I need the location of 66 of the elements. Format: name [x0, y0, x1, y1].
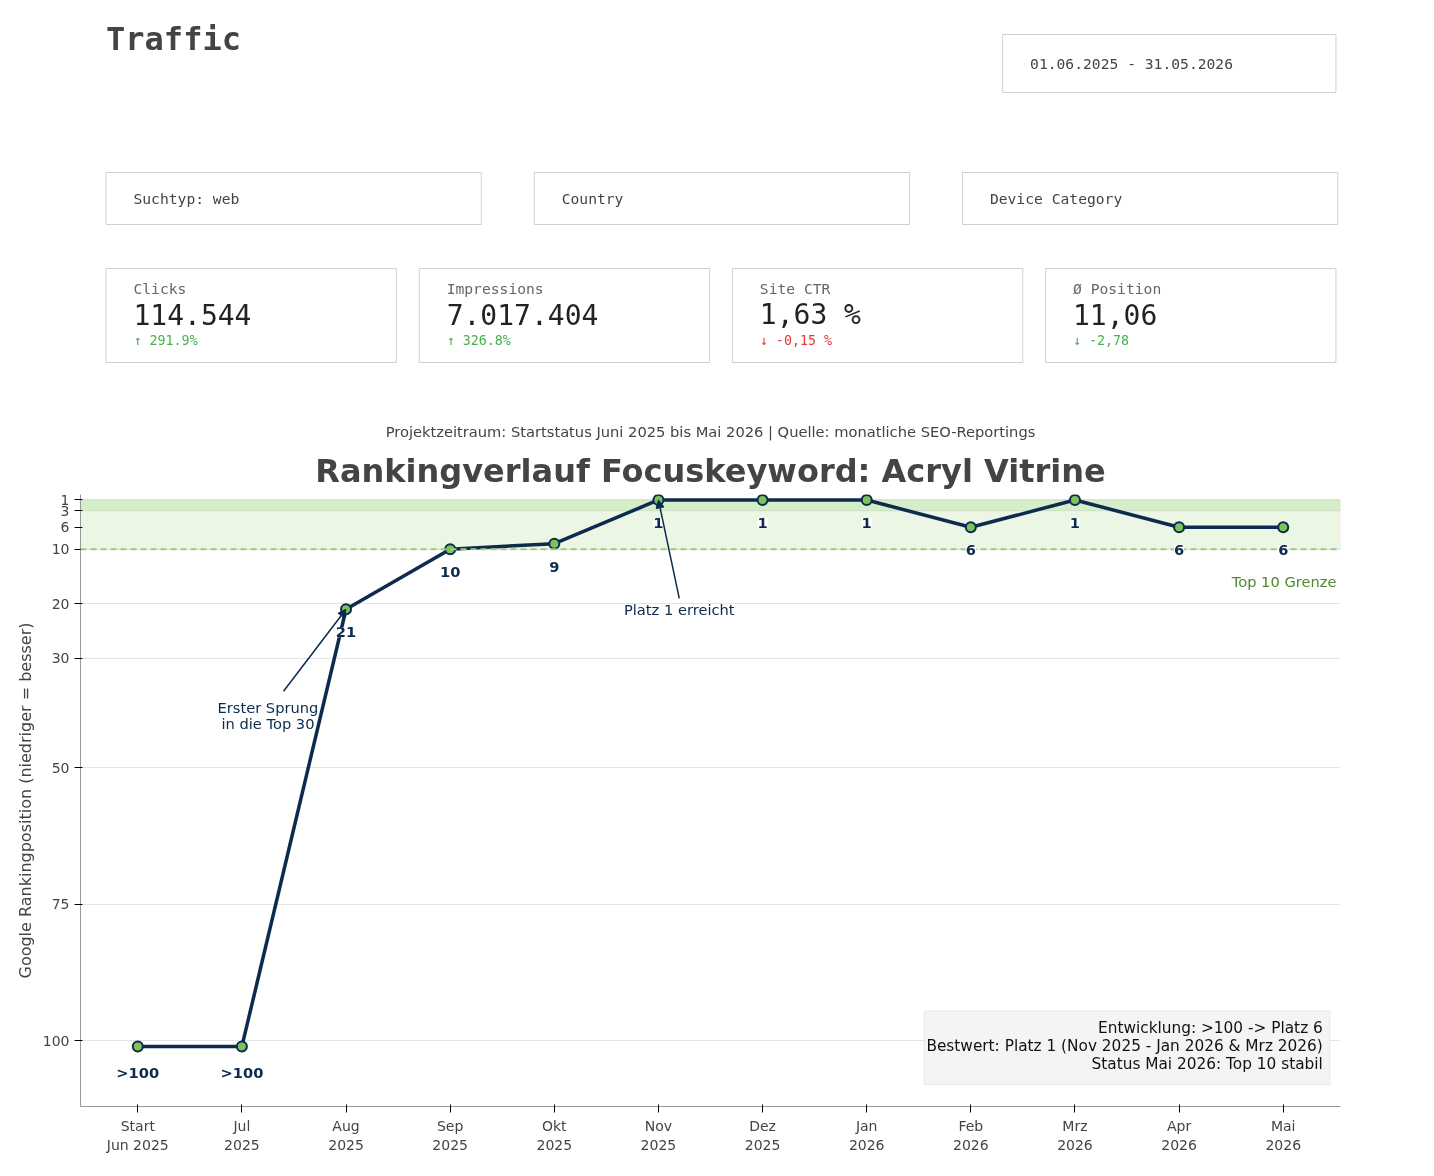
x-tick-label: Mrz 2026 — [1057, 1117, 1093, 1153]
point — [756, 494, 769, 506]
text: ↓ -0,15 % — [759, 333, 833, 348]
text: 01.06.2025 - 31.05.2026 — [1030, 55, 1234, 72]
annotation: Bestwert: Platz 1 (Nov 2025 - Jan 2026 & Mrz 2026) — [926, 1036, 1323, 1055]
data-label: 6 — [1174, 541, 1185, 559]
x-tick-label: Sep 2025 — [432, 1117, 468, 1153]
point — [235, 1040, 248, 1053]
text: Suchtyp: web — [133, 190, 240, 207]
y-tick-label: 20 — [51, 595, 70, 612]
x-tick-label: Mai 2026 — [1265, 1117, 1302, 1153]
chart-subtitle: Projektzeitraum: Startstatus Juni 2025 bis Mai 2026 | Quelle: monatliche SEO-Reportings — [385, 422, 1036, 441]
text: 7.017.404 — [446, 299, 599, 332]
y-tick-label: 30 — [51, 650, 70, 667]
text: ↑ 326.8% — [446, 333, 511, 348]
data-label: 21 — [335, 623, 357, 641]
x-tick-label: Jan 2026 — [848, 1117, 885, 1153]
text: 1,63 % — [759, 298, 862, 331]
annotation: Platz 1 erreicht — [623, 600, 735, 618]
text: ↑ 291.9% — [133, 333, 198, 348]
text: Clicks — [133, 280, 187, 297]
data-label: 1 — [861, 513, 872, 531]
x-tick-label: Apr 2026 — [1161, 1117, 1197, 1153]
point — [131, 1040, 144, 1053]
y-tick-label: 10 — [51, 541, 70, 558]
text: Ø Position — [1072, 280, 1162, 297]
text: Country — [561, 190, 624, 207]
text: Impressions — [446, 280, 544, 297]
data-label: >100 — [220, 1064, 264, 1082]
data-label: 1 — [653, 513, 664, 531]
text: Site CTR — [759, 280, 831, 297]
text: 11,06 — [1072, 299, 1158, 332]
point — [1068, 494, 1081, 506]
x-tick-label: Jul 2025 — [224, 1117, 260, 1153]
annotation: Entwicklung: >100 -> Platz 6 — [1098, 1018, 1323, 1037]
y-tick-label: 75 — [51, 896, 70, 913]
text: ↓ -2,78 — [1072, 333, 1130, 348]
data-label: 6 — [965, 541, 976, 559]
data-label: 1 — [757, 513, 768, 531]
point — [964, 521, 977, 534]
x-tick-label: Start Jun 2025 — [105, 1117, 169, 1153]
y-tick-label: 50 — [51, 759, 70, 776]
point — [1277, 521, 1290, 534]
y-axis-title: Google Rankingposition (niedriger = besser) — [15, 622, 35, 979]
point — [1173, 521, 1186, 534]
x-tick-label: Feb 2026 — [953, 1117, 989, 1153]
text: 114.544 — [133, 299, 252, 332]
data-label: 10 — [439, 563, 461, 581]
annotation: Erster Sprung in die Top 30 — [217, 699, 319, 733]
data-label: 6 — [1278, 541, 1289, 559]
text: Device Category — [989, 190, 1123, 207]
x-tick-label: Aug 2025 — [328, 1117, 364, 1153]
chart-title: Rankingverlauf Focuskeyword: Acryl Vitrine — [315, 451, 1106, 490]
data-label: 1 — [1069, 513, 1081, 531]
text: Traffic — [106, 19, 241, 58]
y-tick-label: 100 — [42, 1032, 70, 1049]
x-tick-label: Nov 2025 — [640, 1117, 677, 1153]
point — [860, 494, 873, 506]
x-tick-label: Okt 2025 — [536, 1117, 573, 1153]
point — [548, 537, 561, 550]
x-tick-label: Dez 2025 — [744, 1117, 781, 1153]
data-label: >100 — [116, 1064, 160, 1082]
annotation: Status Mai 2026: Top 10 stabil — [1091, 1054, 1323, 1073]
ref-line-label: Top 10 Grenze — [1230, 573, 1337, 591]
data-label: 9 — [549, 557, 560, 575]
y-tick-label: 6 — [60, 519, 70, 536]
